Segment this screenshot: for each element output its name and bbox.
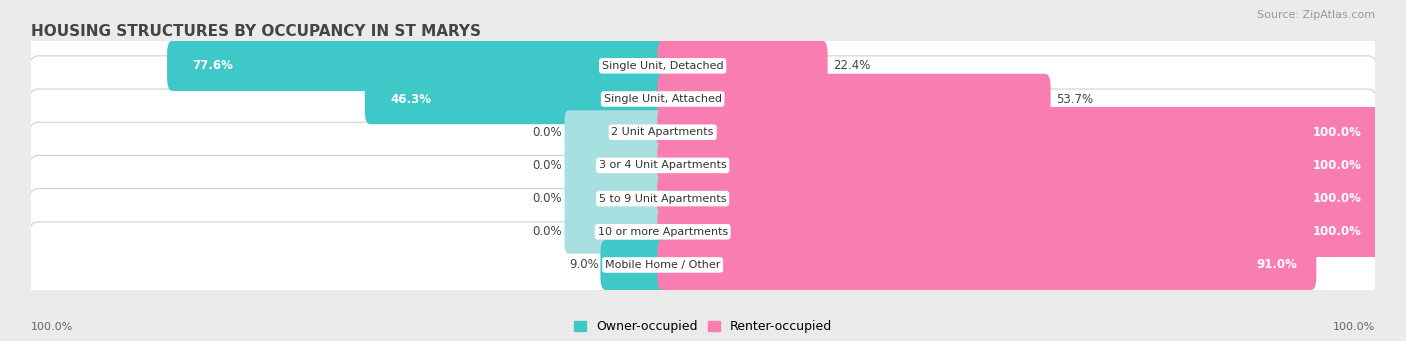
Text: 3 or 4 Unit Apartments: 3 or 4 Unit Apartments [599,160,727,170]
Text: 100.0%: 100.0% [1313,159,1361,172]
Text: 10 or more Apartments: 10 or more Apartments [598,227,728,237]
Text: 100.0%: 100.0% [31,322,73,332]
FancyBboxPatch shape [565,144,666,187]
Text: 46.3%: 46.3% [391,92,432,105]
FancyBboxPatch shape [600,240,668,290]
Text: 100.0%: 100.0% [1313,192,1361,205]
FancyBboxPatch shape [27,122,1379,209]
Text: HOUSING STRUCTURES BY OCCUPANCY IN ST MARYS: HOUSING STRUCTURES BY OCCUPANCY IN ST MA… [31,24,481,39]
Text: 2 Unit Apartments: 2 Unit Apartments [612,127,714,137]
FancyBboxPatch shape [657,140,1381,191]
Text: 0.0%: 0.0% [533,126,562,139]
Text: 53.7%: 53.7% [1056,92,1092,105]
Text: 0.0%: 0.0% [533,192,562,205]
Text: 0.0%: 0.0% [533,225,562,238]
Text: Source: ZipAtlas.com: Source: ZipAtlas.com [1257,10,1375,20]
Text: 9.0%: 9.0% [569,258,599,271]
Text: 100.0%: 100.0% [1313,225,1361,238]
FancyBboxPatch shape [167,41,668,91]
FancyBboxPatch shape [657,240,1316,290]
FancyBboxPatch shape [565,110,666,154]
Text: 100.0%: 100.0% [1333,322,1375,332]
Text: 77.6%: 77.6% [193,59,233,72]
Text: 100.0%: 100.0% [1313,126,1361,139]
FancyBboxPatch shape [27,56,1379,142]
Text: Single Unit, Attached: Single Unit, Attached [603,94,721,104]
Legend: Owner-occupied, Renter-occupied: Owner-occupied, Renter-occupied [568,315,838,338]
FancyBboxPatch shape [27,89,1379,175]
FancyBboxPatch shape [657,173,1381,224]
FancyBboxPatch shape [27,23,1379,109]
Text: 91.0%: 91.0% [1257,258,1298,271]
FancyBboxPatch shape [565,210,666,254]
FancyBboxPatch shape [565,177,666,221]
Text: 0.0%: 0.0% [533,159,562,172]
Text: 22.4%: 22.4% [832,59,870,72]
FancyBboxPatch shape [364,74,668,124]
Text: 9.0%: 9.0% [626,258,659,271]
Text: Mobile Home / Other: Mobile Home / Other [605,260,720,270]
FancyBboxPatch shape [27,155,1379,242]
FancyBboxPatch shape [657,207,1381,257]
FancyBboxPatch shape [27,222,1379,308]
FancyBboxPatch shape [657,41,828,91]
FancyBboxPatch shape [27,189,1379,275]
Text: 5 to 9 Unit Apartments: 5 to 9 Unit Apartments [599,194,727,204]
FancyBboxPatch shape [657,107,1381,158]
Text: Single Unit, Detached: Single Unit, Detached [602,61,724,71]
FancyBboxPatch shape [657,74,1050,124]
